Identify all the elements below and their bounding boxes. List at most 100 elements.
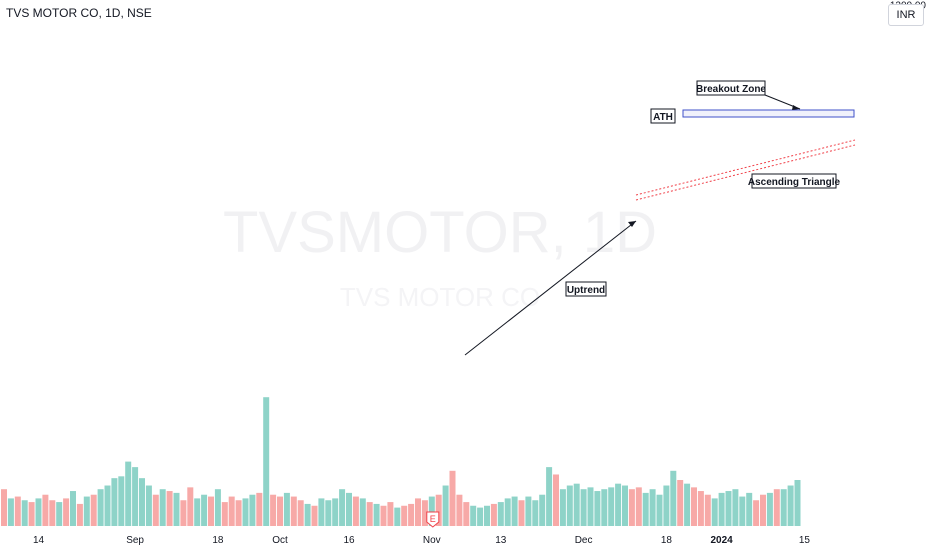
watermark-symbol: TVSMOTOR, 1D (223, 200, 657, 265)
volume-bar (697, 491, 704, 526)
volume-bar (773, 489, 780, 526)
currency-button[interactable]: INR (888, 4, 924, 26)
volume-bar (242, 498, 249, 526)
volume-bar (746, 492, 753, 526)
time-tick-label: Sep (126, 535, 144, 546)
volume-bar (76, 503, 83, 526)
volume-bar (401, 505, 408, 526)
volume-bar (263, 397, 270, 526)
volume-bar (725, 491, 732, 526)
volume-bar (663, 485, 670, 526)
time-tick-label: Dec (575, 535, 593, 546)
volume-bar (525, 496, 532, 526)
volume-bar (601, 489, 608, 526)
volume-bar (608, 487, 615, 526)
volume-bar (208, 496, 214, 526)
watermark-name: TVS MOTOR CO (340, 282, 540, 312)
earnings-marker-label: E (430, 514, 436, 524)
volume-bar (532, 500, 539, 526)
volume-bar (166, 491, 173, 526)
volume-bar (463, 502, 470, 526)
time-tick-label: 18 (661, 535, 673, 546)
volume-bar (780, 489, 787, 526)
volume-bar (90, 494, 97, 526)
volume-bar (352, 496, 359, 526)
volume-bar (484, 505, 490, 526)
volume-bar (711, 498, 718, 526)
volume-bar (573, 483, 580, 526)
volume-bar (566, 485, 573, 526)
volume-bar (732, 489, 739, 526)
time-tick-label: Oct (272, 535, 288, 546)
time-tick-label: 2024 (710, 535, 733, 546)
volume-bar (28, 502, 35, 526)
time-tick-label: 16 (343, 535, 355, 546)
volume-bar (56, 502, 63, 526)
volume-bar (670, 470, 677, 526)
volume-bar (628, 489, 635, 526)
volume-bar (132, 467, 139, 526)
volume-bar (256, 492, 263, 526)
volume-bar (249, 494, 256, 526)
volume-bar (311, 505, 318, 526)
volume-bar (587, 487, 594, 526)
volume-bar (504, 498, 511, 526)
volume-bar (63, 498, 70, 526)
volume-bar (442, 485, 449, 526)
volume-bar (159, 489, 166, 526)
volume-bar (649, 489, 656, 526)
volume-bar (497, 502, 504, 526)
volume-bar (642, 492, 649, 526)
volume-bar (145, 485, 152, 526)
time-axis[interactable]: 14 Sep 18 Oct 16 Nov 13 Dec 18 2024 15 (33, 535, 810, 546)
volume-bar (408, 503, 415, 526)
volume-bar (277, 496, 283, 526)
volume-bar (339, 489, 346, 526)
volume-bar (21, 500, 28, 526)
volume-bar (49, 500, 56, 526)
triangle-label-box (751, 173, 837, 189)
time-tick-label: Nov (423, 535, 441, 546)
volume-bar (83, 496, 90, 526)
volume-bar (70, 491, 76, 526)
volume-bar (739, 496, 746, 526)
volume-bar (97, 489, 104, 526)
earnings-marker-icon (426, 511, 440, 528)
drawing-annotations[interactable]: E Uptrend Ascending Triangle Breakout Zone A… (426, 0, 886, 528)
triangle-support-line (635, 144, 856, 201)
volume-bar (325, 500, 332, 526)
ath-label: ATH (653, 112, 673, 123)
volume-bar (318, 498, 325, 526)
volume-bar (415, 498, 421, 526)
volume-bar (760, 494, 766, 526)
volume-bar (435, 494, 442, 526)
volume-bar (684, 483, 691, 526)
volume-bar (490, 503, 497, 526)
volume-bar (456, 494, 463, 526)
volume-bar (214, 489, 221, 526)
uptrend-line (464, 220, 637, 356)
volume-bar (704, 494, 711, 526)
volume-bar (718, 492, 725, 526)
volume-bar (553, 474, 559, 526)
volume-bar (139, 478, 145, 526)
volume-bar (373, 503, 380, 526)
volume-bar (622, 485, 628, 526)
volume-bar (152, 494, 159, 526)
symbol-title: TVS MOTOR CO, 1D, NSE (6, 6, 152, 20)
volume-bar (449, 470, 456, 526)
volume-bar (470, 505, 477, 526)
time-tick-label: 13 (495, 535, 507, 546)
time-tick-label: 15 (799, 535, 811, 546)
volume-bar (270, 494, 277, 526)
volume-bar (656, 494, 663, 526)
volume-bar (428, 496, 435, 526)
volume-bar (615, 483, 622, 526)
volume-bar (359, 498, 366, 526)
breakout-label: Breakout Zone (696, 84, 766, 95)
breakout-arrow-icon (792, 105, 800, 110)
volume-bar (421, 500, 428, 526)
volume-bar (518, 500, 525, 526)
breakout-label-box (696, 80, 766, 96)
